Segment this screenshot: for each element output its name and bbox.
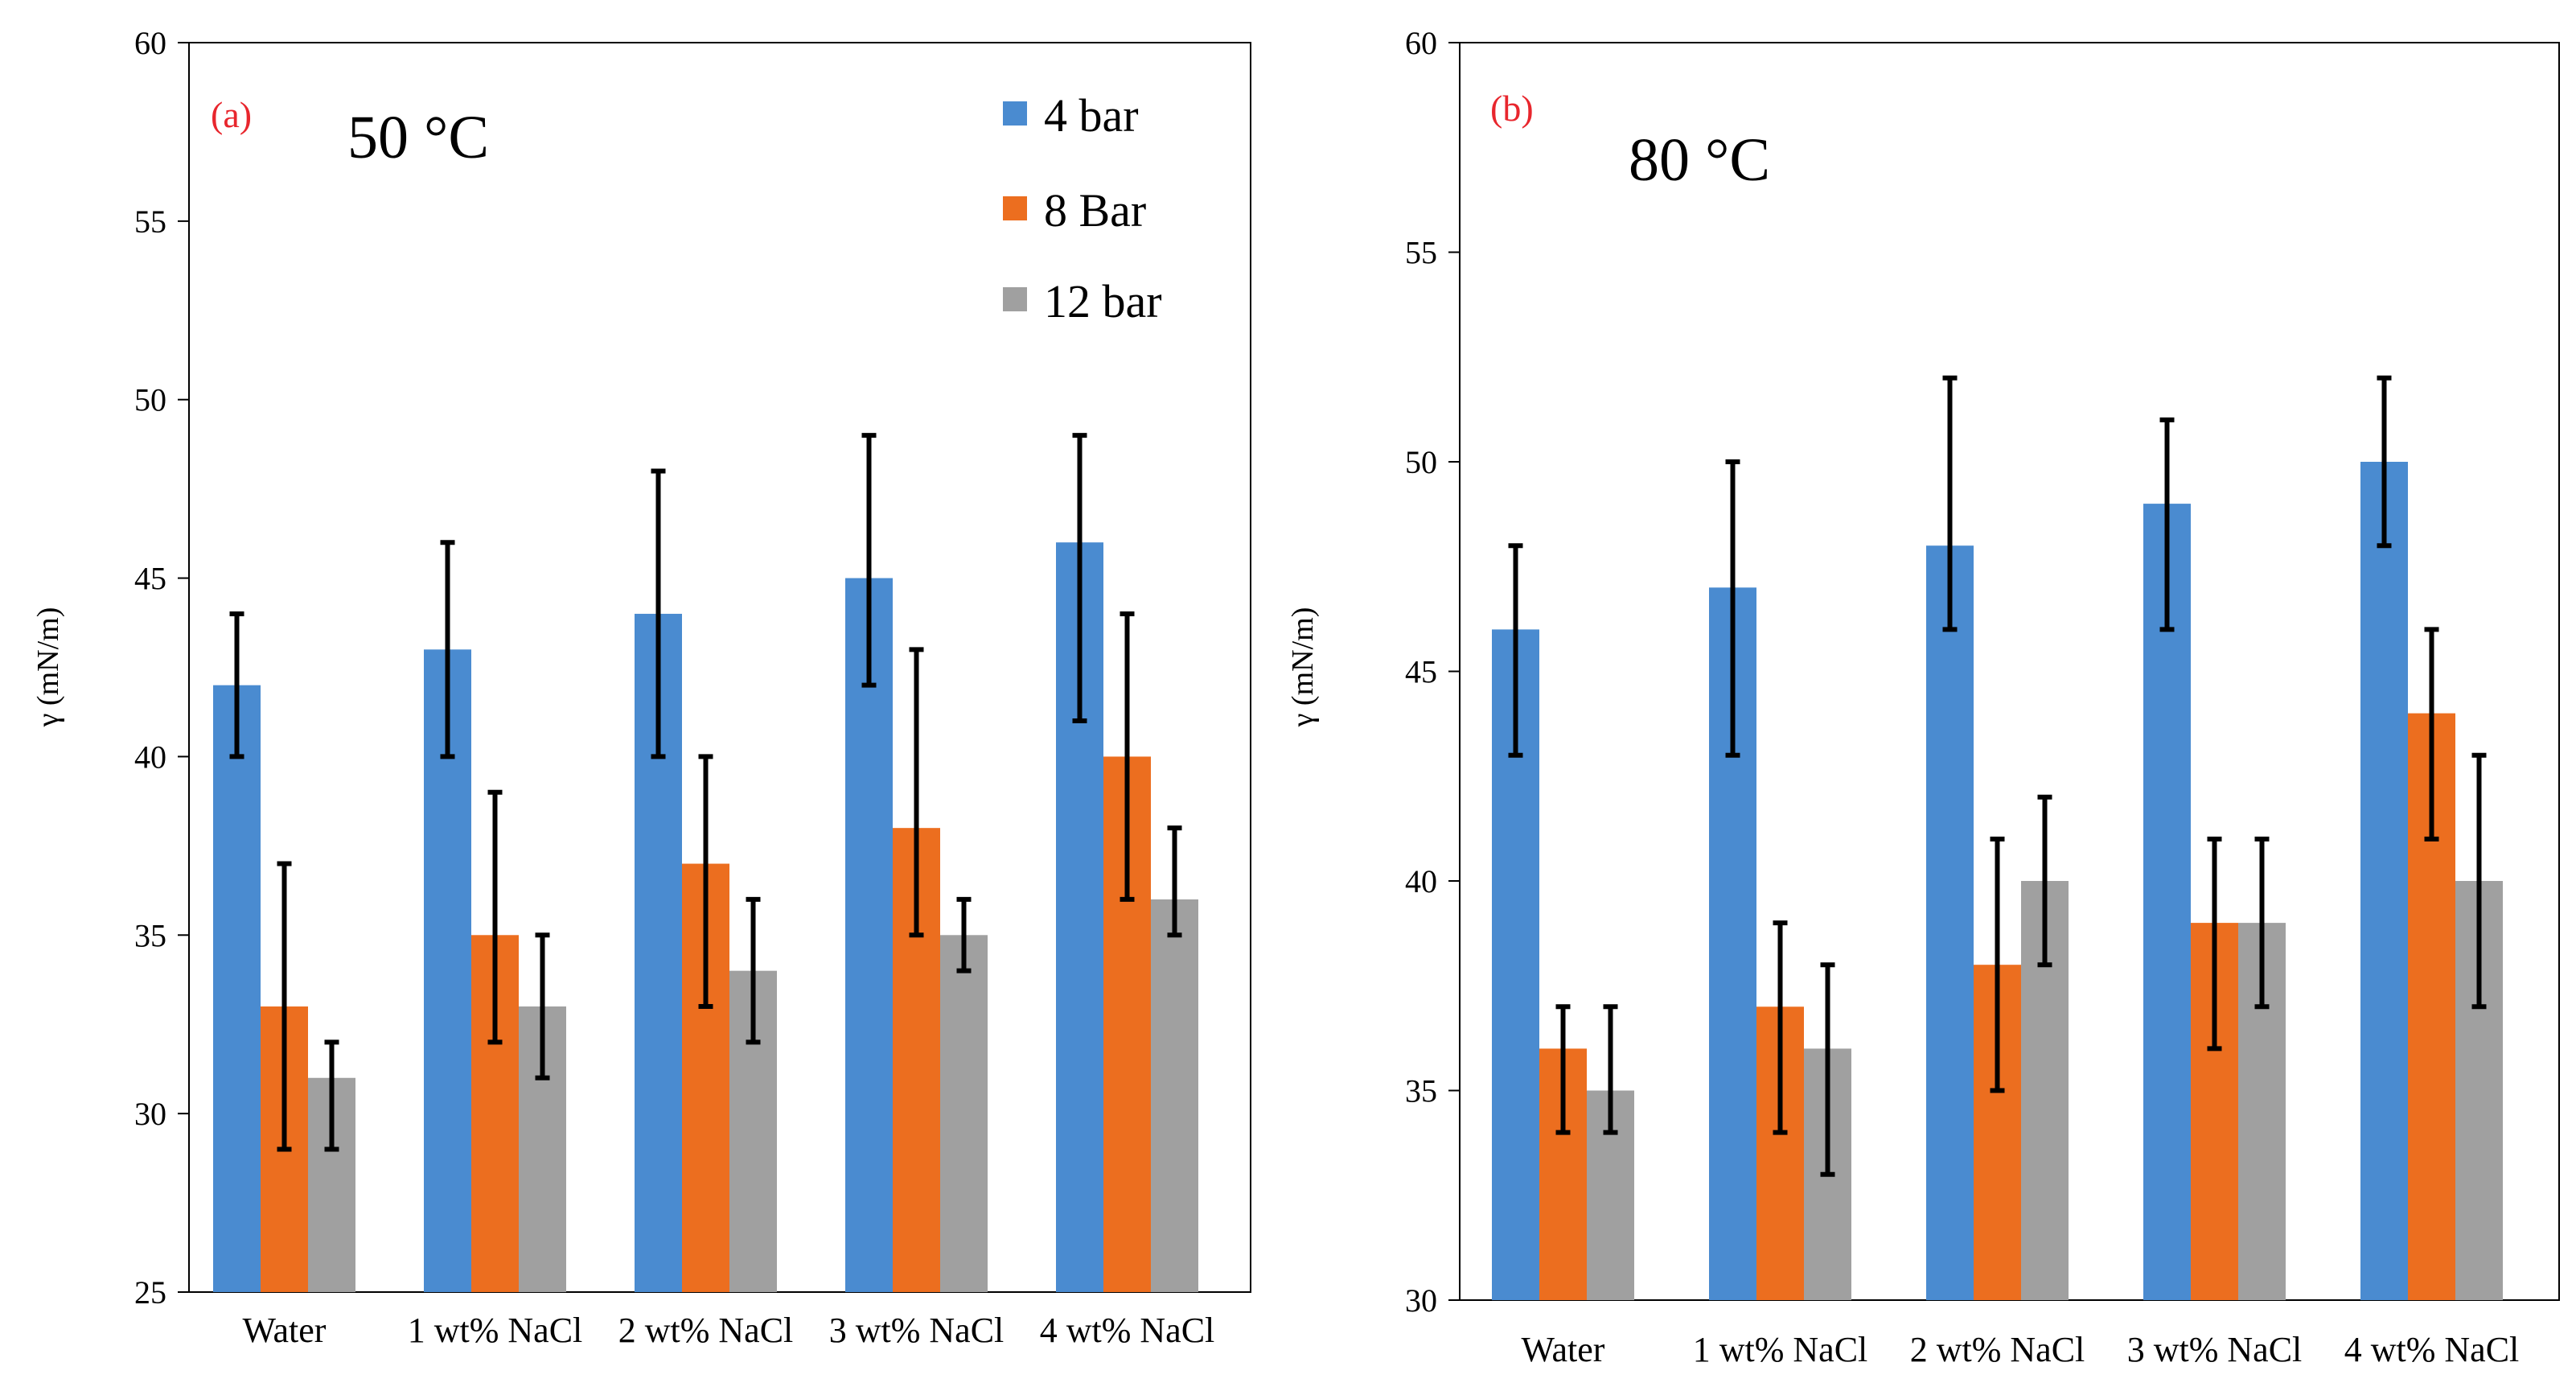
y-tick-label: 35 (134, 917, 166, 953)
x-category-label: 4 wt% NaCl (2344, 1330, 2520, 1369)
y-tick-label: 60 (134, 25, 166, 61)
x-category-label: 3 wt% NaCl (2127, 1330, 2303, 1369)
y-tick-label: 55 (1405, 235, 1437, 271)
panel-label: (b) (1490, 88, 1534, 129)
x-category-label: 3 wt% NaCl (829, 1311, 1005, 1350)
y-tick-label: 30 (1405, 1282, 1437, 1319)
error-bars (229, 433, 1182, 1152)
y-axis-ticks: 25 30 35 40 45 50 55 60 (134, 25, 189, 1311)
legend-label-4-bar: 4 bar (1044, 89, 1139, 142)
legend-swatch-4-bar (1003, 101, 1027, 126)
y-tick-label: 40 (1405, 863, 1437, 899)
x-axis-categories: Water 1 wt% NaCl 2 wt% NaCl 3 wt% NaCl 4 wt%… (1522, 1330, 2520, 1369)
x-category-label: 2 wt% NaCl (618, 1311, 794, 1350)
bar (940, 935, 988, 1292)
bar (2143, 504, 2191, 1300)
bar (2360, 462, 2408, 1300)
y-tick-label: 25 (134, 1274, 166, 1311)
y-tick-label: 50 (134, 382, 166, 418)
x-category-label: Water (243, 1311, 327, 1350)
x-category-label: 4 wt% NaCl (1040, 1311, 1215, 1350)
bar (213, 685, 261, 1292)
legend-swatch-12-bar (1003, 287, 1027, 311)
x-category-label: 1 wt% NaCl (1693, 1330, 1868, 1369)
x-category-label: 2 wt% NaCl (1910, 1330, 2085, 1369)
y-tick-label: 45 (1405, 654, 1437, 690)
bar (1926, 545, 1974, 1300)
y-tick-label: 50 (1405, 444, 1437, 480)
temperature-label: 50 °C (347, 104, 489, 171)
chart-panel-a: 25 30 35 40 45 50 55 60 Water 1 wt% NaCl 2 wt% Na… (31, 25, 1251, 1350)
chart-panel-b: 30 35 40 45 50 55 60 Water 1 wt% NaCl 2 wt% NaCl… (1286, 25, 2560, 1369)
x-category-label: 1 wt% NaCl (408, 1311, 583, 1350)
y-tick-label: 55 (134, 204, 166, 240)
bar (845, 578, 893, 1292)
legend-swatch-8-bar (1003, 196, 1027, 220)
x-axis-categories: Water 1 wt% NaCl 2 wt% NaCl 3 wt% NaCl 4 wt%… (243, 1311, 1215, 1350)
y-axis-label: γ (mN/m) (31, 607, 65, 728)
bar (1151, 899, 1198, 1292)
y-tick-label: 30 (134, 1096, 166, 1132)
x-category-label: Water (1522, 1330, 1605, 1369)
legend: 4 bar 8 Bar 12 bar (1003, 89, 1162, 327)
error-bars (1508, 375, 2487, 1177)
y-tick-label: 45 (134, 561, 166, 597)
y-tick-label: 60 (1405, 25, 1437, 61)
temperature-label: 80 °C (1629, 126, 1770, 194)
y-axis-ticks: 30 35 40 45 50 55 60 (1405, 25, 1460, 1319)
legend-label-8-bar: 8 Bar (1044, 184, 1146, 237)
y-axis-label: γ (mN/m) (1286, 607, 1320, 728)
y-tick-label: 35 (1405, 1073, 1437, 1109)
panel-label: (a) (211, 94, 252, 135)
y-tick-label: 40 (134, 739, 166, 775)
legend-label-12-bar: 12 bar (1044, 275, 1162, 327)
